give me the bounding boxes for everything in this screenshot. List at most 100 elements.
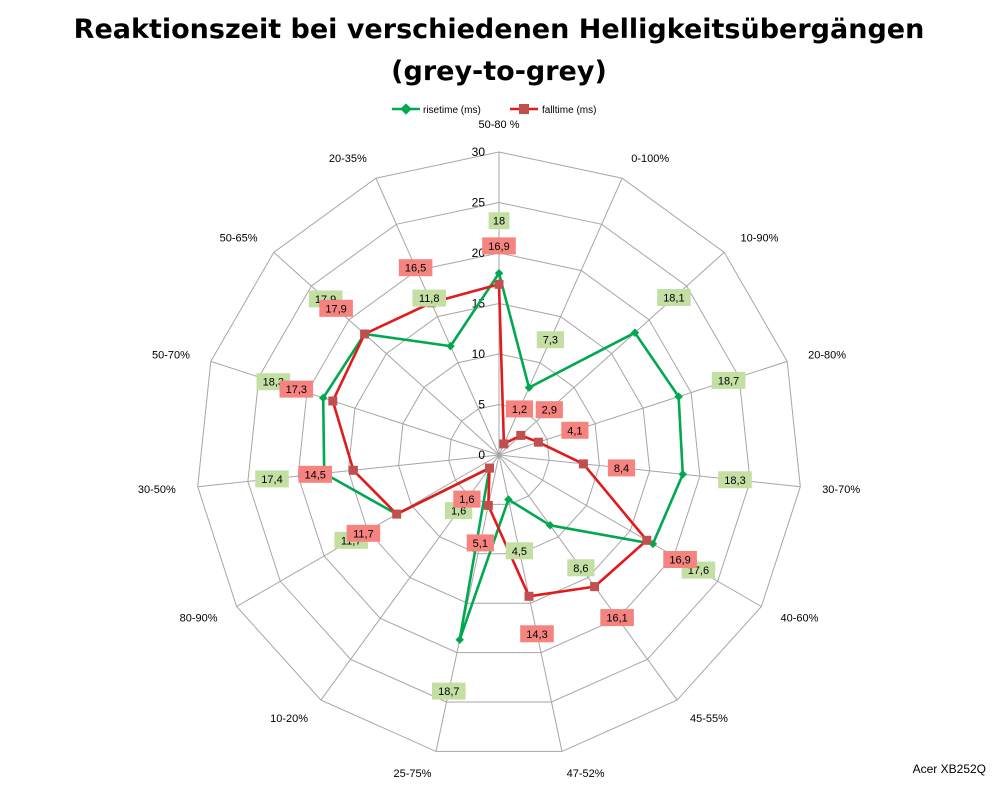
data-label-box (536, 331, 564, 349)
data-label-box (663, 551, 697, 568)
rise-data-label: 18,1 (663, 293, 684, 305)
data-label-box (319, 299, 353, 317)
legend-fall-label: falltime (ms) (542, 105, 596, 116)
grid-spoke (273, 251, 500, 456)
rise-data-label: 1,6 (451, 506, 466, 518)
rise-data-label: 18,7 (718, 375, 739, 387)
tick-label: 0 (478, 448, 485, 462)
data-label-box (482, 237, 516, 255)
legend-rise-marker (400, 103, 412, 115)
data-label-box (535, 401, 563, 419)
chart-title-line-1: Reaktionszeit bei verschiedenen Helligke… (74, 14, 925, 45)
grid-spoke (197, 454, 500, 488)
category-label: 10-90% (741, 233, 779, 245)
data-label-box (398, 259, 433, 277)
category-label: 20-35% (329, 153, 367, 165)
fall-data-label: 11,7 (353, 528, 374, 540)
fall-point (524, 591, 534, 601)
rise-point (504, 495, 513, 504)
fall-data-label: 16,9 (488, 241, 509, 253)
rise-data-label: 18,3 (263, 377, 284, 389)
tick-label: 10 (472, 347, 486, 361)
legend: risetime (ms) falltime (ms) (392, 103, 596, 116)
grid-ring (197, 151, 801, 752)
series-line-0 (321, 271, 685, 642)
grid-spoke (498, 251, 725, 456)
data-labels: 18 7,3 18,1 18,7 18,3 17,6 8,6 4,5 18,7 1,6 11,7 17… (255, 212, 752, 700)
category-label: 80-90% (180, 613, 218, 625)
fall-point (533, 437, 543, 447)
rise-data-label: 18 (493, 216, 505, 228)
fall-point (485, 463, 494, 473)
grid-ring (247, 201, 751, 703)
rise-point (674, 392, 683, 401)
fall-point (494, 279, 504, 289)
fall-data-label: 14,5 (304, 469, 325, 481)
rise-point (678, 470, 688, 479)
rise-data-label: 7,3 (543, 335, 558, 347)
rise-data-label: 18,3 (724, 475, 745, 487)
category-label: 20-80% (808, 350, 846, 362)
fall-point (590, 582, 600, 592)
fall-data-label: 17,9 (325, 303, 346, 315)
rise-point (455, 635, 464, 644)
fall-data-label: 14,3 (526, 629, 547, 641)
data-label-box (607, 459, 636, 477)
category-label: 50-70% (152, 350, 190, 362)
fall-point (578, 459, 588, 469)
grid-ring (297, 252, 701, 654)
data-label-box (279, 380, 314, 398)
fall-point (483, 500, 493, 510)
data-label-box (488, 212, 510, 230)
data-label-box (453, 490, 481, 508)
rise-point (630, 328, 640, 337)
tick-label: 25 (472, 196, 486, 210)
grid-ring (398, 353, 600, 555)
data-label-box (600, 609, 634, 627)
fall-point (516, 430, 526, 440)
fall-point (392, 509, 402, 519)
fall-data-label: 16,9 (669, 555, 690, 567)
data-label-box (711, 371, 746, 389)
fall-point (642, 535, 652, 545)
rise-point (494, 268, 504, 278)
fall-data-label: 2,9 (542, 405, 557, 417)
fall-data-label: 16,5 (405, 263, 426, 275)
rise-data-label: 17,6 (688, 565, 709, 577)
rise-point (524, 383, 534, 392)
data-label-box (718, 471, 752, 489)
rise-point (446, 341, 455, 351)
data-label-box (505, 400, 534, 418)
data-label-box (520, 625, 554, 643)
fall-point (348, 465, 358, 475)
fall-point (360, 329, 370, 339)
category-label: 10-20% (270, 713, 308, 725)
series-lines (318, 268, 688, 644)
watermark: Acer XB252Q (912, 762, 986, 776)
data-label-box (657, 289, 691, 306)
rise-data-label: 4,5 (512, 546, 527, 558)
fall-data-label: 1,6 (459, 494, 474, 506)
rise-point (545, 521, 555, 530)
data-label-box (567, 559, 595, 577)
chart-title-line-2: (grey-to-grey) (391, 56, 607, 87)
category-label: 0-100% (631, 153, 669, 165)
fall-point (499, 439, 509, 449)
fall-point (328, 396, 338, 406)
rise-data-label: 18,7 (438, 686, 459, 698)
radar-grid (197, 151, 801, 752)
fall-data-label: 16,1 (606, 613, 627, 625)
category-label: 45-55% (690, 713, 728, 725)
grid-ring (448, 403, 550, 505)
data-label-box (412, 289, 446, 307)
fall-data-label: 8,4 (614, 463, 629, 475)
rise-point (318, 393, 328, 403)
grid-spoke (498, 454, 563, 752)
grid-spoke (498, 454, 762, 607)
category-label: 50-65% (220, 233, 258, 245)
data-label-box (255, 470, 289, 488)
category-label: 30-50% (138, 484, 176, 496)
tick-label: 20 (472, 246, 486, 260)
rise-data-label: 11,8 (419, 293, 440, 305)
